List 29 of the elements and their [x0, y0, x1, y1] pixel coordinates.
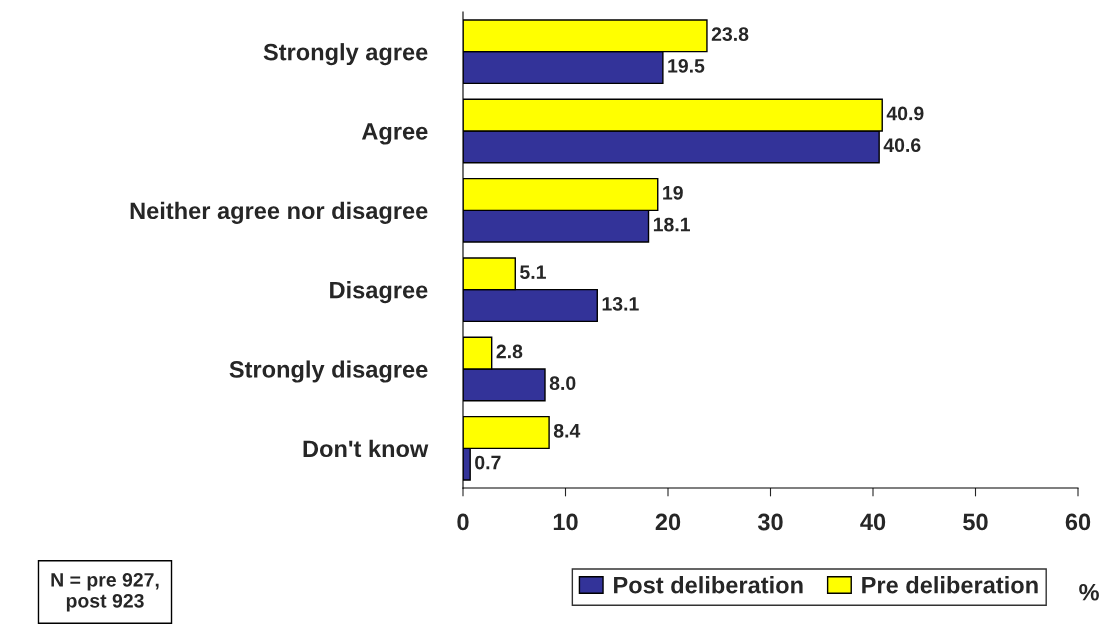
data-label: 0.7 [475, 455, 501, 470]
data-label: 13.1 [602, 296, 639, 311]
y-tick-label: Agree [361, 123, 428, 145]
x-tick-label: 20 [655, 513, 681, 531]
y-tick-label: Don't know [303, 439, 429, 458]
data-label: 19.5 [668, 58, 705, 73]
x-tick-label: 50 [963, 513, 988, 531]
legend-label: Post deliberation [614, 576, 803, 594]
x-tick-label: 60 [1065, 513, 1091, 531]
x-tick-label: 40 [860, 513, 886, 531]
y-tick-label: Disagree [330, 281, 428, 304]
x-tick-label: 10 [553, 513, 578, 531]
y-tick-label: Strongly agree [263, 43, 428, 66]
legend-label: Pre deliberation [862, 576, 1038, 594]
text: N = pre 927, post 923 [51, 572, 159, 612]
data-label: 5.1 [520, 265, 546, 280]
y-tick-label: Strongly disagree [229, 360, 428, 383]
data-label: 19 [663, 185, 683, 200]
data-label: 8.4 [553, 423, 581, 438]
data-label: 2.8 [496, 344, 523, 359]
y-tick-label: Neither agree nor disagree [130, 201, 428, 224]
x-tick-label: 0 [457, 513, 469, 531]
data-label: 18.1 [653, 217, 690, 232]
data-label: 40.9 [886, 106, 924, 121]
x-axis-title: % [1079, 583, 1099, 601]
data-label: 8.0 [549, 376, 576, 391]
data-label: 23.8 [711, 27, 749, 42]
x-tick-label: 30 [757, 513, 783, 531]
data-label: 40.6 [883, 138, 921, 153]
